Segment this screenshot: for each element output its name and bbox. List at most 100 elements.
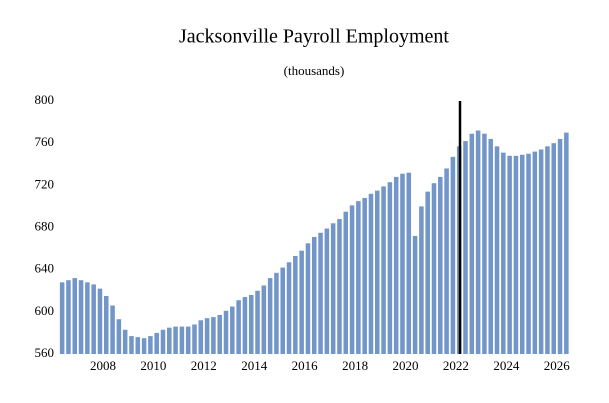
bar	[72, 278, 78, 354]
bar	[343, 211, 349, 354]
bar	[261, 285, 267, 354]
bar	[122, 329, 128, 354]
bar	[192, 324, 197, 354]
bar	[463, 141, 468, 354]
bar	[129, 336, 134, 354]
y-tick-label: 680	[35, 218, 55, 233]
bar	[204, 318, 210, 354]
bar	[280, 267, 286, 354]
y-tick-label: 800	[35, 92, 55, 107]
x-tick-label: 2026	[544, 358, 571, 373]
bar	[198, 320, 204, 354]
y-tick-label: 720	[35, 176, 55, 191]
bar	[412, 235, 418, 354]
bar	[299, 250, 304, 354]
y-tick-label: 600	[35, 303, 55, 318]
chart-title: Jacksonville Payroll Employment	[179, 26, 449, 48]
bar	[526, 153, 531, 354]
bar	[293, 255, 298, 354]
bar	[469, 133, 475, 354]
bar	[179, 326, 185, 354]
bar	[248, 294, 254, 354]
bar	[564, 132, 569, 354]
x-tick-label: 2020	[392, 358, 418, 373]
x-tick-label: 2010	[140, 358, 166, 373]
x-tick-label: 2012	[191, 358, 217, 373]
bar	[217, 314, 222, 354]
bar	[419, 206, 424, 354]
x-tick-label: 2024	[493, 358, 520, 373]
bar	[185, 326, 191, 354]
bar	[450, 156, 456, 354]
bar	[110, 305, 115, 354]
bar	[406, 172, 412, 354]
bar	[438, 176, 443, 354]
bar	[255, 290, 260, 354]
bar	[368, 193, 374, 354]
bar	[141, 338, 147, 354]
bar	[154, 332, 159, 354]
bar	[236, 300, 241, 354]
bar	[501, 152, 506, 354]
bar	[324, 228, 330, 354]
y-tick-label: 640	[35, 261, 55, 276]
bar	[393, 176, 399, 354]
x-tick-label: 2018	[342, 358, 368, 373]
bar	[223, 310, 229, 354]
bar	[97, 288, 103, 354]
bar	[444, 168, 449, 354]
bar	[362, 197, 367, 354]
bar	[513, 155, 519, 354]
bar	[318, 232, 323, 354]
bar	[311, 236, 317, 354]
bar	[267, 278, 273, 354]
bar	[381, 186, 386, 354]
x-tick-label: 2008	[90, 358, 116, 373]
bar	[330, 223, 336, 354]
bar	[400, 173, 405, 354]
bar	[488, 138, 493, 354]
x-tick-label: 2014	[241, 358, 268, 373]
bar	[545, 146, 550, 354]
bar	[538, 149, 544, 354]
bar	[160, 329, 166, 354]
bar	[242, 297, 248, 354]
bar	[286, 262, 292, 354]
bar	[425, 191, 430, 354]
bar	[387, 182, 393, 354]
bar	[551, 143, 557, 354]
bar	[375, 190, 380, 354]
bar	[116, 319, 122, 354]
x-tick-label: 2022	[443, 358, 469, 373]
bar	[337, 219, 342, 354]
y-tick-label: 560	[35, 345, 55, 360]
bar	[349, 205, 355, 354]
bar	[557, 138, 563, 354]
bar	[532, 151, 538, 354]
bar	[519, 154, 525, 354]
bar	[475, 130, 481, 354]
bar	[148, 336, 153, 354]
y-tick-label: 760	[35, 134, 55, 149]
bar	[494, 146, 500, 354]
bar	[274, 272, 279, 354]
bar	[167, 327, 172, 354]
bar	[356, 201, 361, 354]
bar	[305, 243, 311, 354]
bar	[507, 155, 512, 354]
bar	[211, 317, 216, 354]
bar	[103, 296, 109, 354]
bar	[135, 337, 141, 354]
bar	[91, 284, 96, 354]
bar	[78, 280, 84, 354]
bar	[482, 133, 487, 354]
bar	[230, 306, 235, 354]
bar	[85, 282, 90, 354]
bar	[173, 326, 178, 354]
bar	[66, 280, 71, 354]
bar	[431, 183, 437, 354]
bar	[59, 282, 65, 354]
x-tick-label: 2016	[292, 358, 319, 373]
chart-subtitle: (thousands)	[284, 63, 345, 78]
